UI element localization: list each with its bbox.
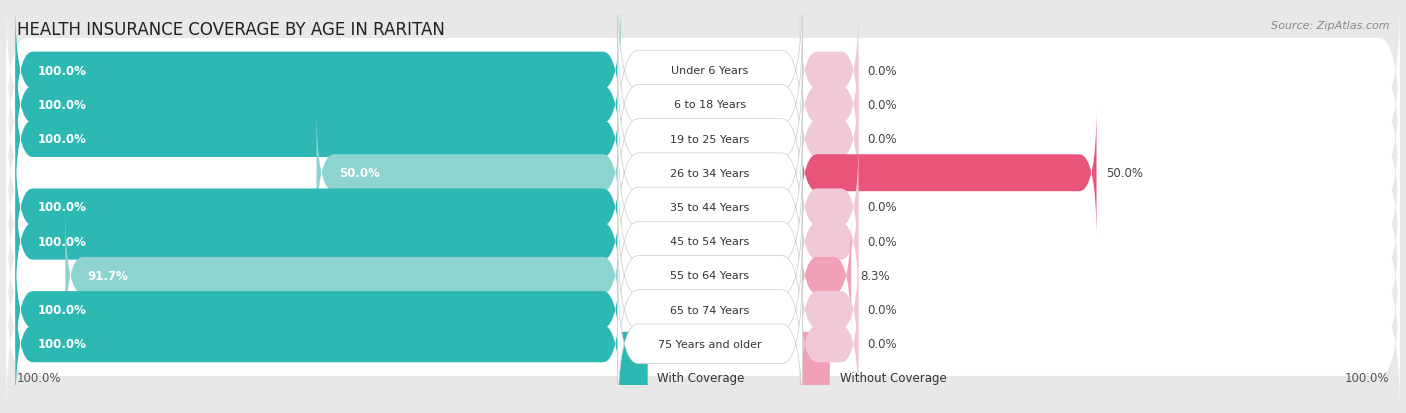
Text: 0.0%: 0.0% xyxy=(868,64,897,77)
FancyBboxPatch shape xyxy=(617,193,803,358)
Text: HEALTH INSURANCE COVERAGE BY AGE IN RARITAN: HEALTH INSURANCE COVERAGE BY AGE IN RARI… xyxy=(17,21,444,39)
FancyBboxPatch shape xyxy=(6,35,1400,176)
Text: 0.0%: 0.0% xyxy=(868,201,897,214)
FancyBboxPatch shape xyxy=(800,209,851,343)
FancyBboxPatch shape xyxy=(617,22,803,188)
Text: 0.0%: 0.0% xyxy=(868,337,897,351)
Text: 75 Years and older: 75 Years and older xyxy=(658,339,762,349)
FancyBboxPatch shape xyxy=(15,4,620,138)
FancyBboxPatch shape xyxy=(800,38,859,172)
Text: 35 to 44 Years: 35 to 44 Years xyxy=(671,202,749,212)
FancyBboxPatch shape xyxy=(617,57,803,222)
Text: 0.0%: 0.0% xyxy=(868,99,897,112)
FancyBboxPatch shape xyxy=(800,243,859,377)
FancyBboxPatch shape xyxy=(800,277,859,411)
Text: 55 to 64 Years: 55 to 64 Years xyxy=(671,271,749,281)
FancyBboxPatch shape xyxy=(6,69,1400,209)
Text: 19 to 25 Years: 19 to 25 Years xyxy=(671,134,749,144)
Text: 6 to 18 Years: 6 to 18 Years xyxy=(673,100,747,110)
FancyBboxPatch shape xyxy=(6,103,1400,244)
Text: 0.0%: 0.0% xyxy=(868,133,897,146)
Text: 100.0%: 100.0% xyxy=(38,337,87,351)
FancyBboxPatch shape xyxy=(800,4,859,138)
FancyBboxPatch shape xyxy=(800,140,859,274)
FancyBboxPatch shape xyxy=(15,72,620,206)
Text: Source: ZipAtlas.com: Source: ZipAtlas.com xyxy=(1271,21,1389,31)
FancyBboxPatch shape xyxy=(15,140,620,274)
Text: 26 to 34 Years: 26 to 34 Years xyxy=(671,169,749,178)
FancyBboxPatch shape xyxy=(15,38,620,172)
Text: 0.0%: 0.0% xyxy=(868,235,897,248)
FancyBboxPatch shape xyxy=(800,107,1097,240)
Text: 0.0%: 0.0% xyxy=(868,303,897,316)
Text: 8.3%: 8.3% xyxy=(860,269,890,282)
Text: 100.0%: 100.0% xyxy=(38,235,87,248)
FancyBboxPatch shape xyxy=(6,205,1400,346)
FancyBboxPatch shape xyxy=(619,332,648,413)
Text: With Coverage: With Coverage xyxy=(658,372,745,385)
Text: Without Coverage: Without Coverage xyxy=(839,372,946,385)
FancyBboxPatch shape xyxy=(617,125,803,290)
FancyBboxPatch shape xyxy=(800,332,830,413)
Text: 50.0%: 50.0% xyxy=(339,167,380,180)
Text: 100.0%: 100.0% xyxy=(38,133,87,146)
Text: 100.0%: 100.0% xyxy=(38,303,87,316)
FancyBboxPatch shape xyxy=(617,261,803,413)
Text: 100.0%: 100.0% xyxy=(17,372,62,385)
FancyBboxPatch shape xyxy=(800,72,859,206)
FancyBboxPatch shape xyxy=(6,171,1400,312)
Text: 91.7%: 91.7% xyxy=(87,269,128,282)
Text: 100.0%: 100.0% xyxy=(38,201,87,214)
Text: 50.0%: 50.0% xyxy=(1105,167,1143,180)
FancyBboxPatch shape xyxy=(6,274,1400,413)
FancyBboxPatch shape xyxy=(617,159,803,324)
FancyBboxPatch shape xyxy=(800,175,859,309)
FancyBboxPatch shape xyxy=(6,0,1400,141)
Text: 100.0%: 100.0% xyxy=(38,99,87,112)
FancyBboxPatch shape xyxy=(15,277,620,411)
Text: 100.0%: 100.0% xyxy=(38,64,87,77)
FancyBboxPatch shape xyxy=(617,227,803,392)
FancyBboxPatch shape xyxy=(65,209,620,343)
FancyBboxPatch shape xyxy=(617,0,803,154)
Text: Under 6 Years: Under 6 Years xyxy=(672,66,748,76)
FancyBboxPatch shape xyxy=(15,175,620,309)
FancyBboxPatch shape xyxy=(617,91,803,256)
FancyBboxPatch shape xyxy=(15,243,620,377)
Text: 100.0%: 100.0% xyxy=(1344,372,1389,385)
FancyBboxPatch shape xyxy=(6,137,1400,278)
FancyBboxPatch shape xyxy=(316,107,620,240)
FancyBboxPatch shape xyxy=(6,240,1400,380)
Text: 65 to 74 Years: 65 to 74 Years xyxy=(671,305,749,315)
Text: 45 to 54 Years: 45 to 54 Years xyxy=(671,237,749,247)
